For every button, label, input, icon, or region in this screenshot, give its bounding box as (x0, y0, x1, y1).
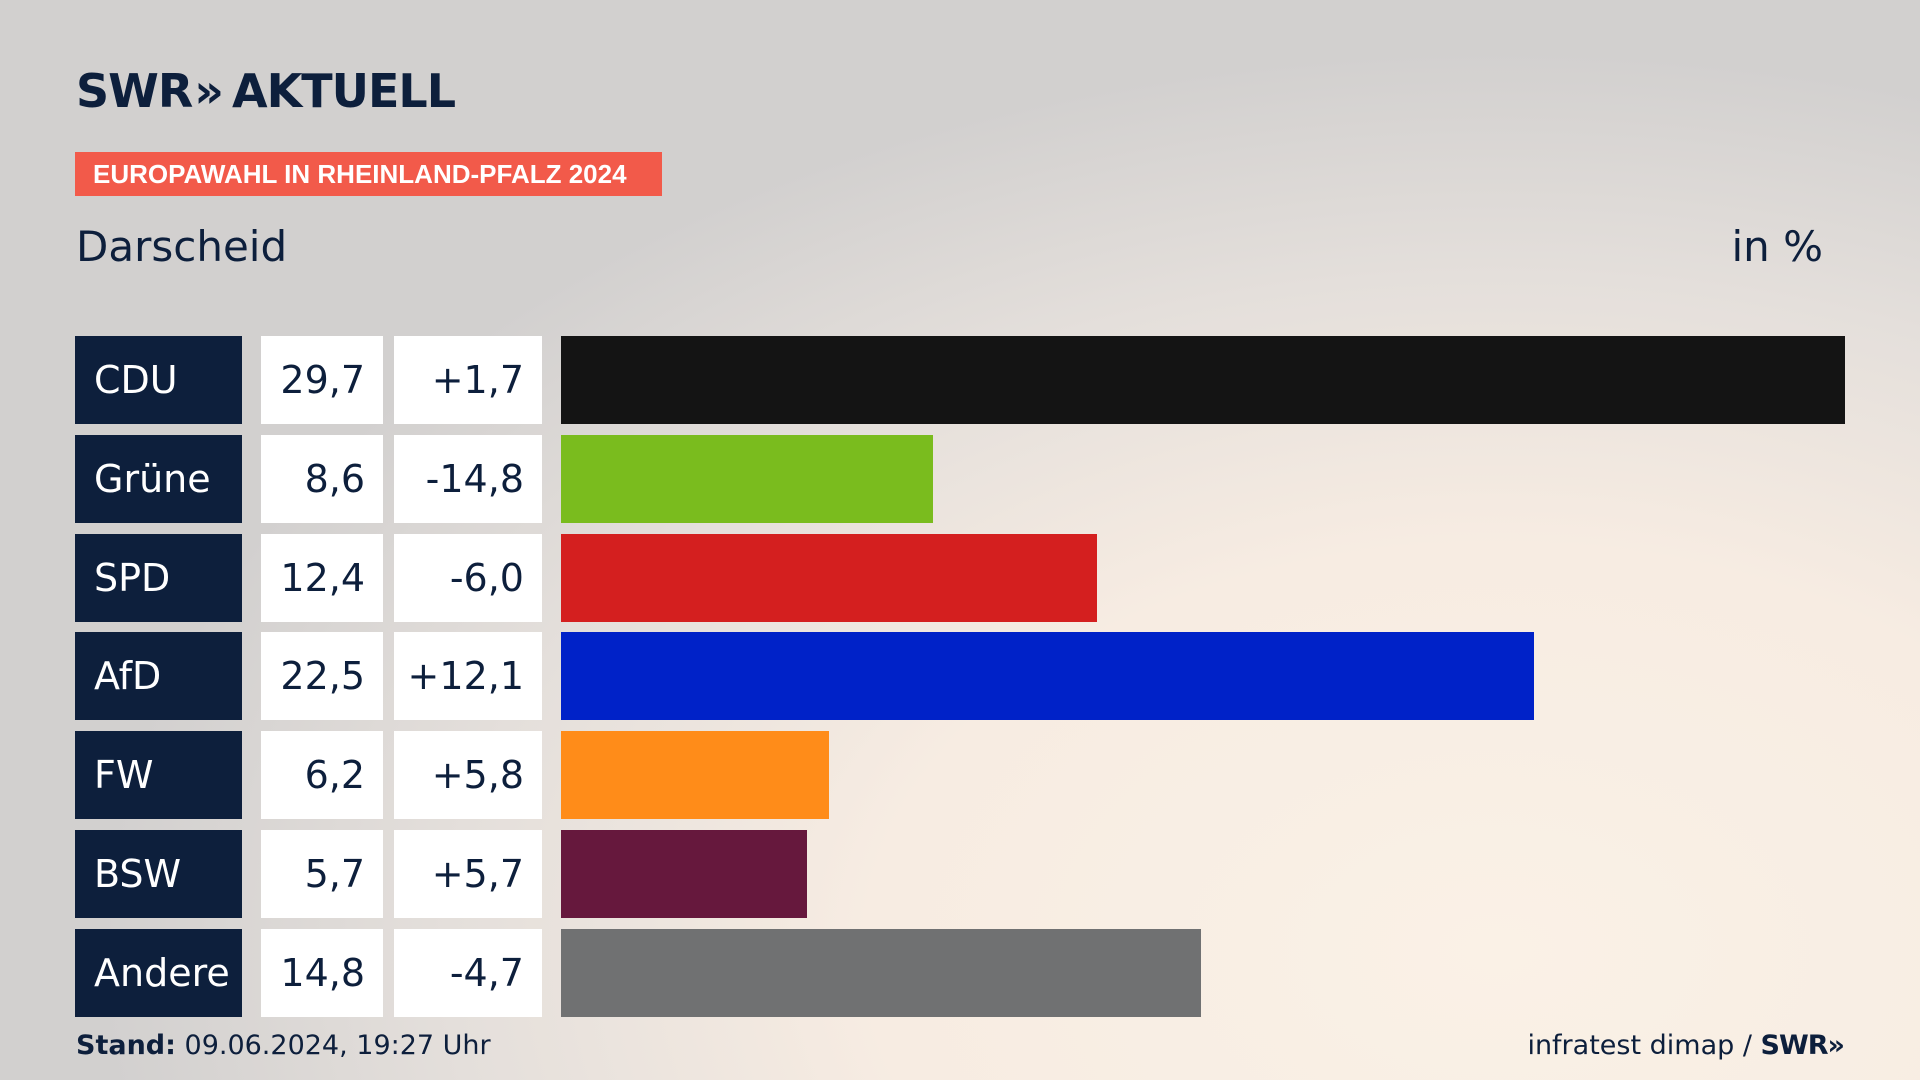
change-label: +12,1 (394, 632, 542, 720)
value-label: 14,8 (261, 929, 383, 1017)
party-label: FW (75, 731, 242, 819)
unit-label: in % (1731, 222, 1823, 271)
party-label: Grüne (75, 435, 242, 523)
chart-row: FW 6,2 +5,8 (0, 731, 1920, 819)
logo-text: SWR (76, 64, 193, 118)
stand-info: Stand: 09.06.2024, 19:27 Uhr (76, 1030, 491, 1061)
swr-aktuell-logo: SWR» AKTUELL (76, 64, 456, 118)
bar (561, 929, 1201, 1017)
chevrons-icon: » (194, 64, 224, 118)
change-label: +1,7 (394, 336, 542, 424)
party-label: Andere (75, 929, 242, 1017)
bar (561, 731, 829, 819)
stand-label: Stand: (76, 1030, 176, 1061)
party-label: BSW (75, 830, 242, 918)
stand-value: 09.06.2024, 19:27 Uhr (184, 1030, 491, 1061)
logo-suffix: AKTUELL (232, 64, 456, 118)
party-label: CDU (75, 336, 242, 424)
change-label: -14,8 (394, 435, 542, 523)
source-text: infratest dimap / (1527, 1030, 1761, 1061)
chart-row: BSW 5,7 +5,7 (0, 830, 1920, 918)
change-label: +5,8 (394, 731, 542, 819)
value-label: 12,4 (261, 534, 383, 622)
chart-row: CDU 29,7 +1,7 (0, 336, 1920, 424)
bar (561, 830, 807, 918)
value-label: 5,7 (261, 830, 383, 918)
bar (561, 336, 1845, 424)
party-label: AfD (75, 632, 242, 720)
region-title: Darscheid (76, 222, 288, 271)
source-info: infratest dimap / SWR» (1527, 1030, 1845, 1061)
bar (561, 632, 1534, 720)
chart-row: Andere 14,8 -4,7 (0, 929, 1920, 1017)
value-label: 29,7 (261, 336, 383, 424)
party-label: SPD (75, 534, 242, 622)
chart-row: Grüne 8,6 -14,8 (0, 435, 1920, 523)
value-label: 22,5 (261, 632, 383, 720)
change-label: +5,7 (394, 830, 542, 918)
chart-row: AfD 22,5 +12,1 (0, 632, 1920, 720)
change-label: -4,7 (394, 929, 542, 1017)
chart-row: SPD 12,4 -6,0 (0, 534, 1920, 622)
value-label: 6,2 (261, 731, 383, 819)
swr-small-logo: SWR» (1760, 1030, 1845, 1061)
bar (561, 534, 1097, 622)
change-label: -6,0 (394, 534, 542, 622)
value-label: 8,6 (261, 435, 383, 523)
bar (561, 435, 933, 523)
election-badge: EUROPAWAHL IN RHEINLAND-PFALZ 2024 (75, 152, 662, 196)
